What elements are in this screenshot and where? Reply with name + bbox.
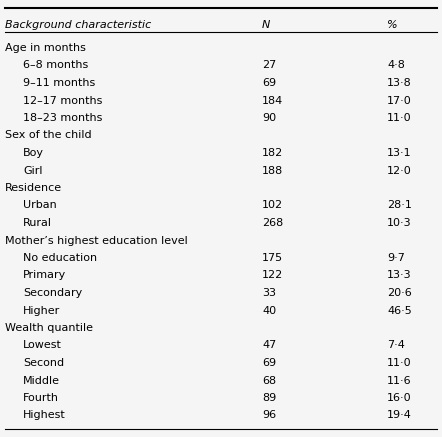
Text: 188: 188 [262,166,283,176]
Text: 11·6: 11·6 [387,375,412,385]
Text: 16·0: 16·0 [387,393,412,403]
Text: 11·0: 11·0 [387,113,412,123]
Text: 27: 27 [262,60,276,70]
Text: 13·8: 13·8 [387,78,412,88]
Text: 175: 175 [262,253,283,263]
Text: 18–23 months: 18–23 months [23,113,103,123]
Text: 17·0: 17·0 [387,96,412,105]
Text: Secondary: Secondary [23,288,82,298]
Text: 68: 68 [262,375,276,385]
Text: %: % [387,20,398,30]
Text: 69: 69 [262,78,276,88]
Text: 90: 90 [262,113,276,123]
Text: 12·0: 12·0 [387,166,412,176]
Text: 122: 122 [262,271,283,281]
Text: Highest: Highest [23,410,66,420]
Text: Higher: Higher [23,305,60,316]
Text: 9–11 months: 9–11 months [23,78,95,88]
Text: 89: 89 [262,393,276,403]
Text: Rural: Rural [23,218,52,228]
Text: 102: 102 [262,201,283,211]
Text: Background characteristic: Background characteristic [5,20,151,30]
Text: 69: 69 [262,358,276,368]
Text: 40: 40 [262,305,276,316]
Text: Age in months: Age in months [5,43,86,53]
Text: Second: Second [23,358,64,368]
Text: Boy: Boy [23,148,44,158]
Text: 20·6: 20·6 [387,288,412,298]
Text: Sex of the child: Sex of the child [5,131,91,141]
Text: 13·3: 13·3 [387,271,412,281]
Text: 28·1: 28·1 [387,201,412,211]
Text: Mother’s highest education level: Mother’s highest education level [5,236,188,246]
Text: 33: 33 [262,288,276,298]
Text: Primary: Primary [23,271,66,281]
Text: Middle: Middle [23,375,60,385]
Text: Girl: Girl [23,166,42,176]
Text: 19·4: 19·4 [387,410,412,420]
Text: Urban: Urban [23,201,57,211]
Text: 12–17 months: 12–17 months [23,96,103,105]
Text: 6–8 months: 6–8 months [23,60,88,70]
Text: 9·7: 9·7 [387,253,405,263]
Text: 182: 182 [262,148,283,158]
Text: 11·0: 11·0 [387,358,412,368]
Text: 96: 96 [262,410,276,420]
Text: 268: 268 [262,218,283,228]
Text: Wealth quantile: Wealth quantile [5,323,93,333]
Text: 184: 184 [262,96,283,105]
Text: Fourth: Fourth [23,393,59,403]
Text: 47: 47 [262,340,276,350]
Text: No education: No education [23,253,97,263]
Text: Lowest: Lowest [23,340,62,350]
Text: 7·4: 7·4 [387,340,405,350]
Text: 10·3: 10·3 [387,218,412,228]
Text: Residence: Residence [5,183,62,193]
Text: N: N [262,20,271,30]
Text: 13·1: 13·1 [387,148,412,158]
Text: 46·5: 46·5 [387,305,412,316]
Text: 4·8: 4·8 [387,60,405,70]
